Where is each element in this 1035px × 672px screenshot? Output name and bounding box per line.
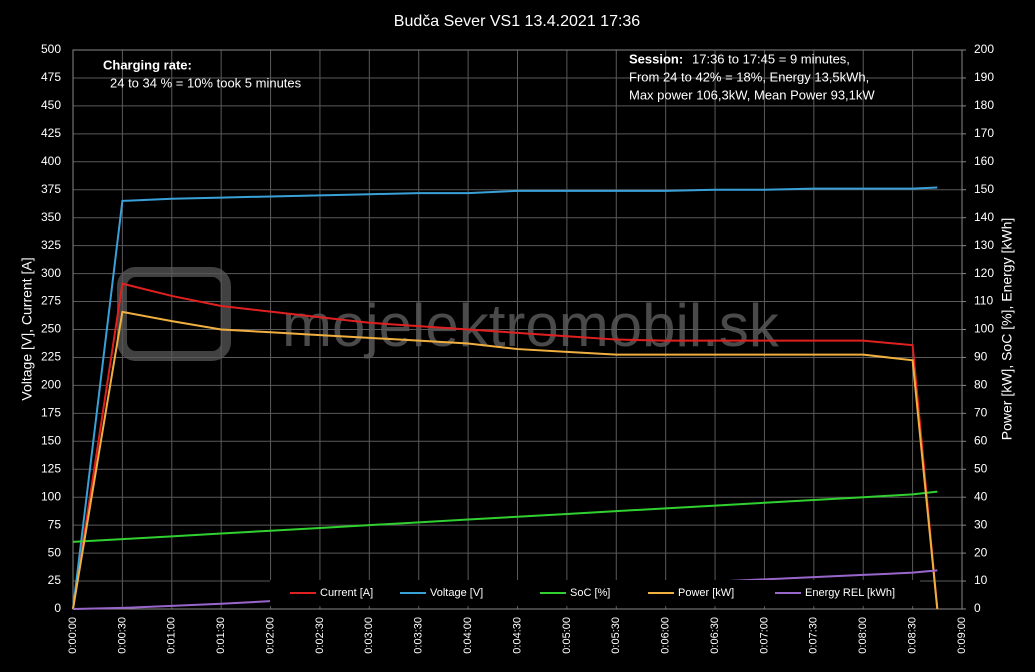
legend-label: Power [kW] xyxy=(678,587,734,599)
legend-label: SoC [%] xyxy=(570,587,610,599)
y-tick-label: 500 xyxy=(41,42,61,56)
annotation-line: From 24 to 42% = 18%, Energy 13,5kWh, xyxy=(629,69,869,84)
y-tick-label: 150 xyxy=(41,433,61,447)
annotation-line: 17:36 to 17:45 = 9 minutes, xyxy=(692,51,850,66)
y-tick-label: 175 xyxy=(41,406,61,420)
y-tick-label: 125 xyxy=(41,461,61,475)
x-tick-label: 0:03:30 xyxy=(413,617,425,654)
y2-tick-label: 50 xyxy=(974,461,988,475)
x-tick-label: 0:05:00 xyxy=(561,617,573,654)
annotation-line: 24 to 34 % = 10% took 5 minutes xyxy=(110,75,302,90)
y-tick-label: 375 xyxy=(41,182,61,196)
y-tick-label: 325 xyxy=(41,238,61,252)
y-tick-label: 50 xyxy=(48,545,62,559)
y2-tick-label: 70 xyxy=(974,406,988,420)
x-tick-label: 0:02:00 xyxy=(264,617,276,654)
legend: Current [A] Voltage [V] SoC [%] Power [kW] E… xyxy=(270,580,920,606)
y-tick-label: 275 xyxy=(41,294,61,308)
y2-tick-label: 160 xyxy=(974,154,994,168)
y2-tick-label: 40 xyxy=(974,489,988,503)
watermark: mojelektromobil.sk xyxy=(282,292,780,359)
y-tick-label: 350 xyxy=(41,210,61,224)
x-tick-label: 0:08:30 xyxy=(907,617,919,654)
y-tick-label: 450 xyxy=(41,98,61,112)
y2-tick-label: 200 xyxy=(974,42,994,56)
y2-tick-label: 100 xyxy=(974,322,994,336)
y2-tick-label: 80 xyxy=(974,378,988,392)
legend-label: Current [A] xyxy=(320,587,373,599)
x-tick-label: 0:05:30 xyxy=(610,617,622,654)
y2-tick-label: 90 xyxy=(974,350,988,364)
y2-tick-label: 110 xyxy=(974,294,993,308)
x-tick-label: 0:00:30 xyxy=(116,617,128,654)
y2-tick-label: 190 xyxy=(974,70,994,84)
y-tick-label: 225 xyxy=(41,350,61,364)
x-tick-label: 0:08:00 xyxy=(857,617,869,654)
x-tick-label: 0:06:30 xyxy=(709,617,721,654)
legend-label: Energy REL [kWh] xyxy=(805,587,895,599)
y2-tick-label: 180 xyxy=(974,98,994,112)
annotation-line: Max power 106,3kW, Mean Power 93,1kW xyxy=(629,87,875,102)
x-tick-label: 0:06:00 xyxy=(660,617,672,654)
y-tick-label: 400 xyxy=(41,154,61,168)
x-tick-label: 0:04:30 xyxy=(511,617,523,654)
series-line xyxy=(72,310,939,610)
x-tick-label: 0:00:00 xyxy=(67,617,79,654)
y2-axis-label: Power [kW], SoC [%], Energy [kWh] xyxy=(999,218,1015,441)
chart-title: Budča Sever VS1 13.4.2021 17:36 xyxy=(394,13,641,30)
y-tick-label: 250 xyxy=(41,322,61,336)
y-tick-label: 100 xyxy=(41,489,61,503)
y2-tick-label: 150 xyxy=(974,182,994,196)
y2-tick-label: 140 xyxy=(974,210,994,224)
y-tick-label: 425 xyxy=(41,126,61,140)
y-axis-label: Voltage [V], Current [A] xyxy=(19,257,35,400)
y-tick-label: 75 xyxy=(48,517,62,531)
x-tick-label: 0:01:00 xyxy=(166,617,178,654)
y2-tick-label: 60 xyxy=(974,433,988,447)
x-tick-label: 0:07:00 xyxy=(758,617,770,654)
legend-box xyxy=(270,580,920,606)
y-tick-label: 25 xyxy=(48,573,62,587)
y2-tick-label: 30 xyxy=(974,517,988,531)
annotation-title: Charging rate: xyxy=(103,57,192,72)
y-tick-label: 200 xyxy=(41,378,61,392)
y-tick-label: 300 xyxy=(41,266,61,280)
y-tick-label: 475 xyxy=(41,70,61,84)
y2-tick-label: 20 xyxy=(974,545,988,559)
x-tick-label: 0:09:00 xyxy=(956,617,968,654)
x-tick-label: 0:02:30 xyxy=(314,617,326,654)
x-tick-label: 0:03:00 xyxy=(363,617,375,654)
y2-tick-label: 10 xyxy=(974,573,988,587)
y2-tick-label: 170 xyxy=(974,126,994,140)
x-tick-label: 0:07:30 xyxy=(808,617,820,654)
legend-label: Voltage [V] xyxy=(430,587,483,599)
x-tick-label: 0:04:00 xyxy=(462,617,474,654)
annotation-title: Session: xyxy=(629,51,683,66)
x-tick-label: 0:01:30 xyxy=(215,617,227,654)
y-tick-label: 0 xyxy=(54,601,61,615)
series-line xyxy=(72,490,938,543)
y2-tick-label: 130 xyxy=(974,238,994,252)
series-line xyxy=(72,186,938,610)
y2-tick-label: 120 xyxy=(974,266,994,280)
series-line xyxy=(72,282,939,610)
y2-tick-label: 0 xyxy=(974,601,981,615)
plot-border xyxy=(72,49,963,610)
